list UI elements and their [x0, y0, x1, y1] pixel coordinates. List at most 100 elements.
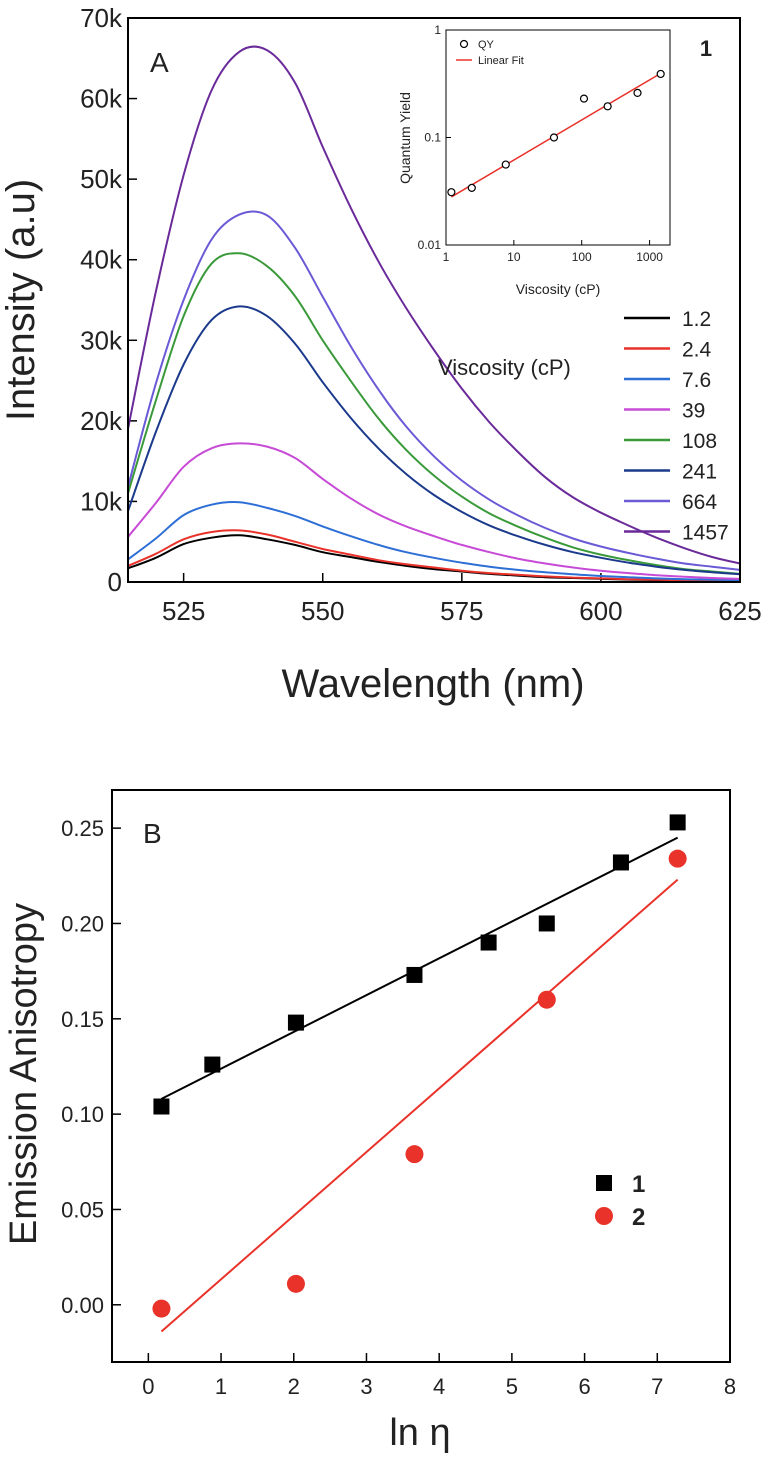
inset-x-tick-label: 10	[507, 250, 521, 264]
series-curve-1457	[127, 45, 741, 565]
panel-a-y-tick-label: 10k	[80, 486, 123, 516]
panel-a-y-tick-label: 20k	[80, 406, 123, 436]
series-1-point	[669, 814, 686, 831]
panel-a-series-curves	[127, 45, 741, 583]
series-curve-2.4	[127, 529, 741, 582]
panel-b-y-tick-label: 0.10	[61, 1102, 104, 1127]
series-2-point	[152, 1299, 171, 1318]
panel-b-legend: 12	[595, 1171, 645, 1231]
inset-data-point	[603, 102, 612, 111]
series-2-point	[405, 1145, 424, 1164]
inset-x-tick-label: 1000	[636, 250, 663, 264]
series-curve-108	[127, 252, 741, 575]
series-2-point	[537, 990, 556, 1009]
inset-legend-fit-label: Linear Fit	[478, 55, 524, 67]
panel-a-plot-frame	[127, 17, 741, 583]
inset-data-point	[447, 188, 456, 197]
series-curve-39	[127, 442, 741, 580]
panel-a-x-tick-label: 525	[162, 596, 205, 626]
series-1-point	[287, 1014, 304, 1031]
panel-a-y-tick-label: 40k	[80, 245, 123, 275]
inset-x-axis-label: Viscosity (cP)	[516, 281, 601, 297]
inset-legend: QY Linear Fit	[456, 39, 524, 67]
panel-b-x-tick-label: 3	[360, 1374, 372, 1399]
panel-b-x-tick-labels: 0 1 2 3 4 5 6 7 8	[142, 1374, 736, 1399]
legend-label-664: 664	[682, 491, 717, 514]
series-1-point	[480, 934, 497, 951]
legend-label-2.4: 2.4	[682, 339, 712, 362]
legend-label-241: 241	[682, 461, 717, 484]
panel-b-x-tick-label: 8	[724, 1374, 736, 1399]
panel-a-legend: 1.2 2.4 7.6 39 108 241 664 1457	[624, 308, 729, 545]
series-curve-7.6	[127, 501, 741, 582]
panel-a-y-axis-label: Intensity (a.u)	[0, 179, 43, 421]
panel-b-x-tick-label: 5	[506, 1374, 518, 1399]
series-1-point	[538, 915, 555, 932]
inset-data-point	[467, 183, 476, 192]
panel-a-x-tick-label: 575	[440, 596, 483, 626]
panel-b-data	[152, 814, 687, 1333]
panel-a-y-tick-label: 30k	[80, 325, 123, 355]
inset-legend-qy-marker	[459, 39, 469, 49]
inset-y-tick-label: 0.1	[424, 131, 441, 145]
series-1-point	[406, 966, 423, 983]
series-2-point	[286, 1274, 305, 1293]
panel-b-y-axis-label: Emission Anisotropy	[3, 903, 45, 1245]
panel-a-y-tick-label: 50k	[80, 164, 123, 194]
panel-b-y-tick-label: 0.15	[61, 1007, 104, 1032]
series-2-point	[668, 849, 687, 868]
inset-data-point	[501, 160, 510, 169]
panel-b-y-tick-label: 0.00	[61, 1293, 104, 1318]
inset-data-point	[579, 94, 589, 103]
inset-y-tick-label: 1	[434, 23, 441, 37]
inset-data	[447, 69, 665, 198]
legend-label-2: 2	[632, 1204, 645, 1231]
panel-a-y-tick-label: 70k	[80, 3, 123, 33]
panel-b-y-tick-label: 0.05	[61, 1197, 104, 1222]
legend-label-39: 39	[682, 400, 705, 423]
inset-y-axis-label: Quantum Yield	[397, 92, 413, 184]
panel-b-tick-marks	[112, 827, 731, 1362]
panel-a-x-tick-label: 550	[301, 596, 344, 626]
panel-b-y-tick-label: 0.20	[61, 911, 104, 936]
legend-label-108: 108	[682, 430, 717, 453]
panel-a-y-tick-label: 0	[108, 567, 122, 597]
panel-a-x-tick-labels: 525 550 575 600 625	[162, 596, 762, 626]
panel-b-y-tick-label: 0.25	[61, 816, 104, 841]
inset-quantum-yield-chart: 1 10 100 1000 0.01 0.1 1 1 Viscosity (cP) Quan…	[397, 23, 712, 297]
panel-b-plot-frame	[111, 789, 731, 1363]
inset-x-tick-label: 1	[443, 250, 450, 264]
inset-y-tick-label: 0.01	[418, 238, 442, 252]
legend-marker-1	[596, 1175, 612, 1191]
series-2-fit-line	[160, 878, 679, 1333]
panel-a-y-tick-labels: 0 10k 20k 30k 40k 50k 60k 70k	[80, 3, 123, 597]
panel-a-spectra-chart: 0 10k 20k 30k 40k 50k 60k 70k 525 550 575 600 625 A…	[0, 3, 762, 706]
inset-tick-marks: 1 10 100 1000 0.01 0.1 1	[418, 23, 664, 264]
panel-a-x-tick-label: 625	[718, 596, 761, 626]
panel-b-x-tick-label: 0	[142, 1374, 154, 1399]
panel-a-legend-title: Viscosity (cP)	[438, 355, 571, 380]
legend-label-1.2: 1.2	[682, 308, 711, 331]
panel-a-y-tick-label: 60k	[80, 84, 123, 114]
legend-label-7.6: 7.6	[682, 369, 711, 392]
series-1-point	[204, 1056, 221, 1073]
inset-data-point	[549, 133, 559, 142]
legend-marker-2	[595, 1207, 613, 1225]
legend-label-1457: 1457	[682, 522, 729, 545]
series-curve-241	[127, 305, 741, 576]
series-1-point	[612, 854, 629, 871]
panel-b-x-axis-label: ln η	[389, 1412, 450, 1454]
panel-b-y-tick-labels: 0.00 0.05 0.10 0.15 0.20 0.25	[61, 816, 104, 1318]
series-1-point	[153, 1098, 170, 1115]
panel-a-x-tick-label: 600	[579, 596, 622, 626]
panel-a-label: A	[150, 47, 169, 78]
inset-x-tick-label: 100	[572, 250, 592, 264]
panel-b-x-tick-label: 4	[433, 1374, 445, 1399]
panel-b-x-tick-label: 2	[288, 1374, 300, 1399]
inset-panel-number: 1	[700, 36, 712, 61]
panel-b-label: B	[143, 818, 162, 849]
panel-b-x-tick-label: 7	[651, 1374, 663, 1399]
panel-b-x-tick-label: 1	[215, 1374, 227, 1399]
